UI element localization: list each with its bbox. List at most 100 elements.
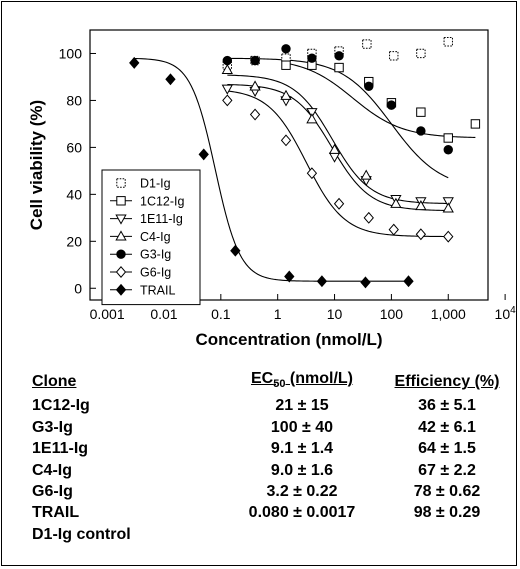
fit-curve bbox=[227, 74, 449, 204]
header-ec50-units: (nmol/L) bbox=[285, 370, 354, 387]
data-point bbox=[360, 169, 372, 180]
cell-ec50: 100 ± 40 bbox=[270, 418, 334, 436]
cell-efficiency: 42 ± 6.1 bbox=[418, 418, 476, 436]
plot-area bbox=[89, 29, 489, 301]
data-point bbox=[307, 53, 317, 63]
legend-label: D1-Ig bbox=[140, 177, 171, 191]
cell-clone: TRAIL bbox=[32, 504, 80, 522]
x-tick-label: 100 bbox=[380, 306, 404, 322]
x-tick-label: 1 bbox=[274, 306, 282, 322]
x-tick-label: 10 bbox=[327, 306, 343, 322]
cell-efficiency: 36 ± 5.1 bbox=[418, 397, 476, 415]
data-point bbox=[222, 55, 233, 66]
data-point bbox=[386, 100, 397, 110]
data-point bbox=[115, 283, 127, 296]
data-point bbox=[333, 197, 345, 210]
data-point bbox=[280, 134, 292, 147]
cell-ec50: 9.0 ± 1.6 bbox=[270, 461, 334, 479]
cell-clone: 1C12-Ig bbox=[32, 397, 90, 415]
data-point bbox=[222, 94, 233, 107]
x-tick-superscript: 4 bbox=[510, 305, 516, 316]
data-point bbox=[390, 197, 402, 208]
data-point bbox=[362, 39, 372, 49]
results-row: 1E11-Ig 9.1 ± 1.4 64 ± 1.5 bbox=[32, 438, 512, 459]
data-point bbox=[363, 211, 374, 224]
header-efficiency: Efficiency (%) bbox=[394, 373, 500, 391]
y-axis-title: Cell viability (%) bbox=[27, 100, 46, 230]
data-point bbox=[442, 197, 454, 208]
cell-ec50: 9.1 ± 1.4 bbox=[270, 440, 334, 458]
results-row: TRAIL 0.080 ± 0.0017 98 ± 0.29 bbox=[32, 502, 512, 523]
data-point bbox=[284, 270, 295, 283]
data-point bbox=[415, 228, 427, 241]
data-markers bbox=[129, 37, 481, 289]
data-point bbox=[306, 113, 318, 124]
data-point bbox=[221, 63, 233, 75]
fit-curve bbox=[227, 83, 449, 212]
y-tick-label: 100 bbox=[59, 45, 83, 61]
data-point bbox=[316, 275, 328, 288]
data-point bbox=[115, 230, 127, 241]
data-point bbox=[334, 62, 344, 73]
header-ec50-sub: 50 bbox=[273, 378, 286, 391]
data-point bbox=[281, 60, 291, 70]
data-point bbox=[306, 167, 318, 180]
y-tick-label: 20 bbox=[66, 233, 82, 249]
data-point bbox=[230, 244, 241, 257]
y-tick-label: 60 bbox=[66, 139, 82, 155]
cell-ec50: 3.2 ± 0.22 bbox=[266, 482, 338, 500]
fit-curve bbox=[227, 90, 449, 238]
data-point bbox=[116, 196, 126, 206]
legend-label: TRAIL bbox=[140, 283, 175, 297]
data-point bbox=[415, 200, 427, 211]
data-point bbox=[280, 89, 292, 100]
header-ec50-main: EC bbox=[250, 370, 274, 387]
results-row: 1C12-Ig 21 ± 15 36 ± 5.1 bbox=[32, 395, 512, 416]
x-tick-label: 0.001 bbox=[90, 306, 125, 322]
data-point bbox=[470, 119, 481, 129]
legend-label: 1E11-Ig bbox=[140, 212, 183, 226]
cell-clone: G6-Ig bbox=[32, 482, 73, 500]
data-point bbox=[442, 202, 454, 213]
cell-clone: D1-Ig control bbox=[32, 525, 131, 543]
data-point bbox=[443, 37, 453, 47]
results-body: 1C12-Ig 21 ± 15 36 ± 5.1 G3-Ig 100 ± 40 42 ± … bbox=[32, 395, 512, 545]
data-point bbox=[198, 148, 209, 161]
data-point bbox=[443, 133, 453, 143]
cell-ec50 bbox=[222, 524, 382, 545]
x-tick-label: 0.1 bbox=[211, 306, 231, 322]
data-point bbox=[389, 51, 399, 61]
data-point bbox=[443, 145, 453, 155]
y-tick-label: 0 bbox=[74, 280, 82, 296]
cell-efficiency: 67 ± 2.2 bbox=[418, 461, 476, 479]
data-point bbox=[281, 44, 291, 54]
cell-efficiency: 78 ± 0.62 bbox=[413, 482, 481, 500]
x-tick-label: 1,000 bbox=[431, 306, 466, 322]
results-row: D1-Ig control bbox=[32, 524, 512, 545]
data-point bbox=[306, 108, 318, 119]
results-table-section: Clone EC50 (nmol/L) Efficiency (%) 1C12-… bbox=[2, 368, 518, 545]
header-clone: Clone bbox=[32, 373, 77, 391]
legend: D1-Ig 1C12-Ig 1E11-Ig C4-Ig G3-Ig G6-Ig TRAIL bbox=[101, 169, 201, 306]
data-point bbox=[249, 108, 261, 121]
legend-label: G6-Ig bbox=[140, 266, 171, 280]
data-point bbox=[388, 223, 399, 236]
data-point bbox=[328, 143, 341, 154]
data-point bbox=[221, 84, 233, 95]
data-point bbox=[416, 126, 426, 136]
viability-chart: 0.001 0.01 0.1 1 10 100 1,000 104 0 20 40 60 80 100 C… bbox=[27, 29, 516, 349]
cell-ec50: 0.080 ± 0.0017 bbox=[248, 504, 356, 522]
y-tick-label: 80 bbox=[66, 92, 82, 108]
fit-curve bbox=[227, 57, 449, 179]
data-point bbox=[250, 55, 260, 66]
results-table: Clone EC50 (nmol/L) Efficiency (%) 1C12-… bbox=[32, 368, 512, 545]
results-row: C4-Ig 9.0 ± 1.6 67 ± 2.2 bbox=[32, 459, 512, 480]
cell-clone: G3-Ig bbox=[32, 418, 73, 436]
data-point bbox=[334, 51, 344, 61]
cell-efficiency: 64 ± 1.5 bbox=[418, 440, 476, 458]
results-header-row: Clone EC50 (nmol/L) Efficiency (%) bbox=[32, 368, 512, 395]
y-tick-label: 40 bbox=[66, 186, 82, 202]
fit-curve bbox=[285, 62, 476, 138]
data-point bbox=[115, 266, 127, 278]
